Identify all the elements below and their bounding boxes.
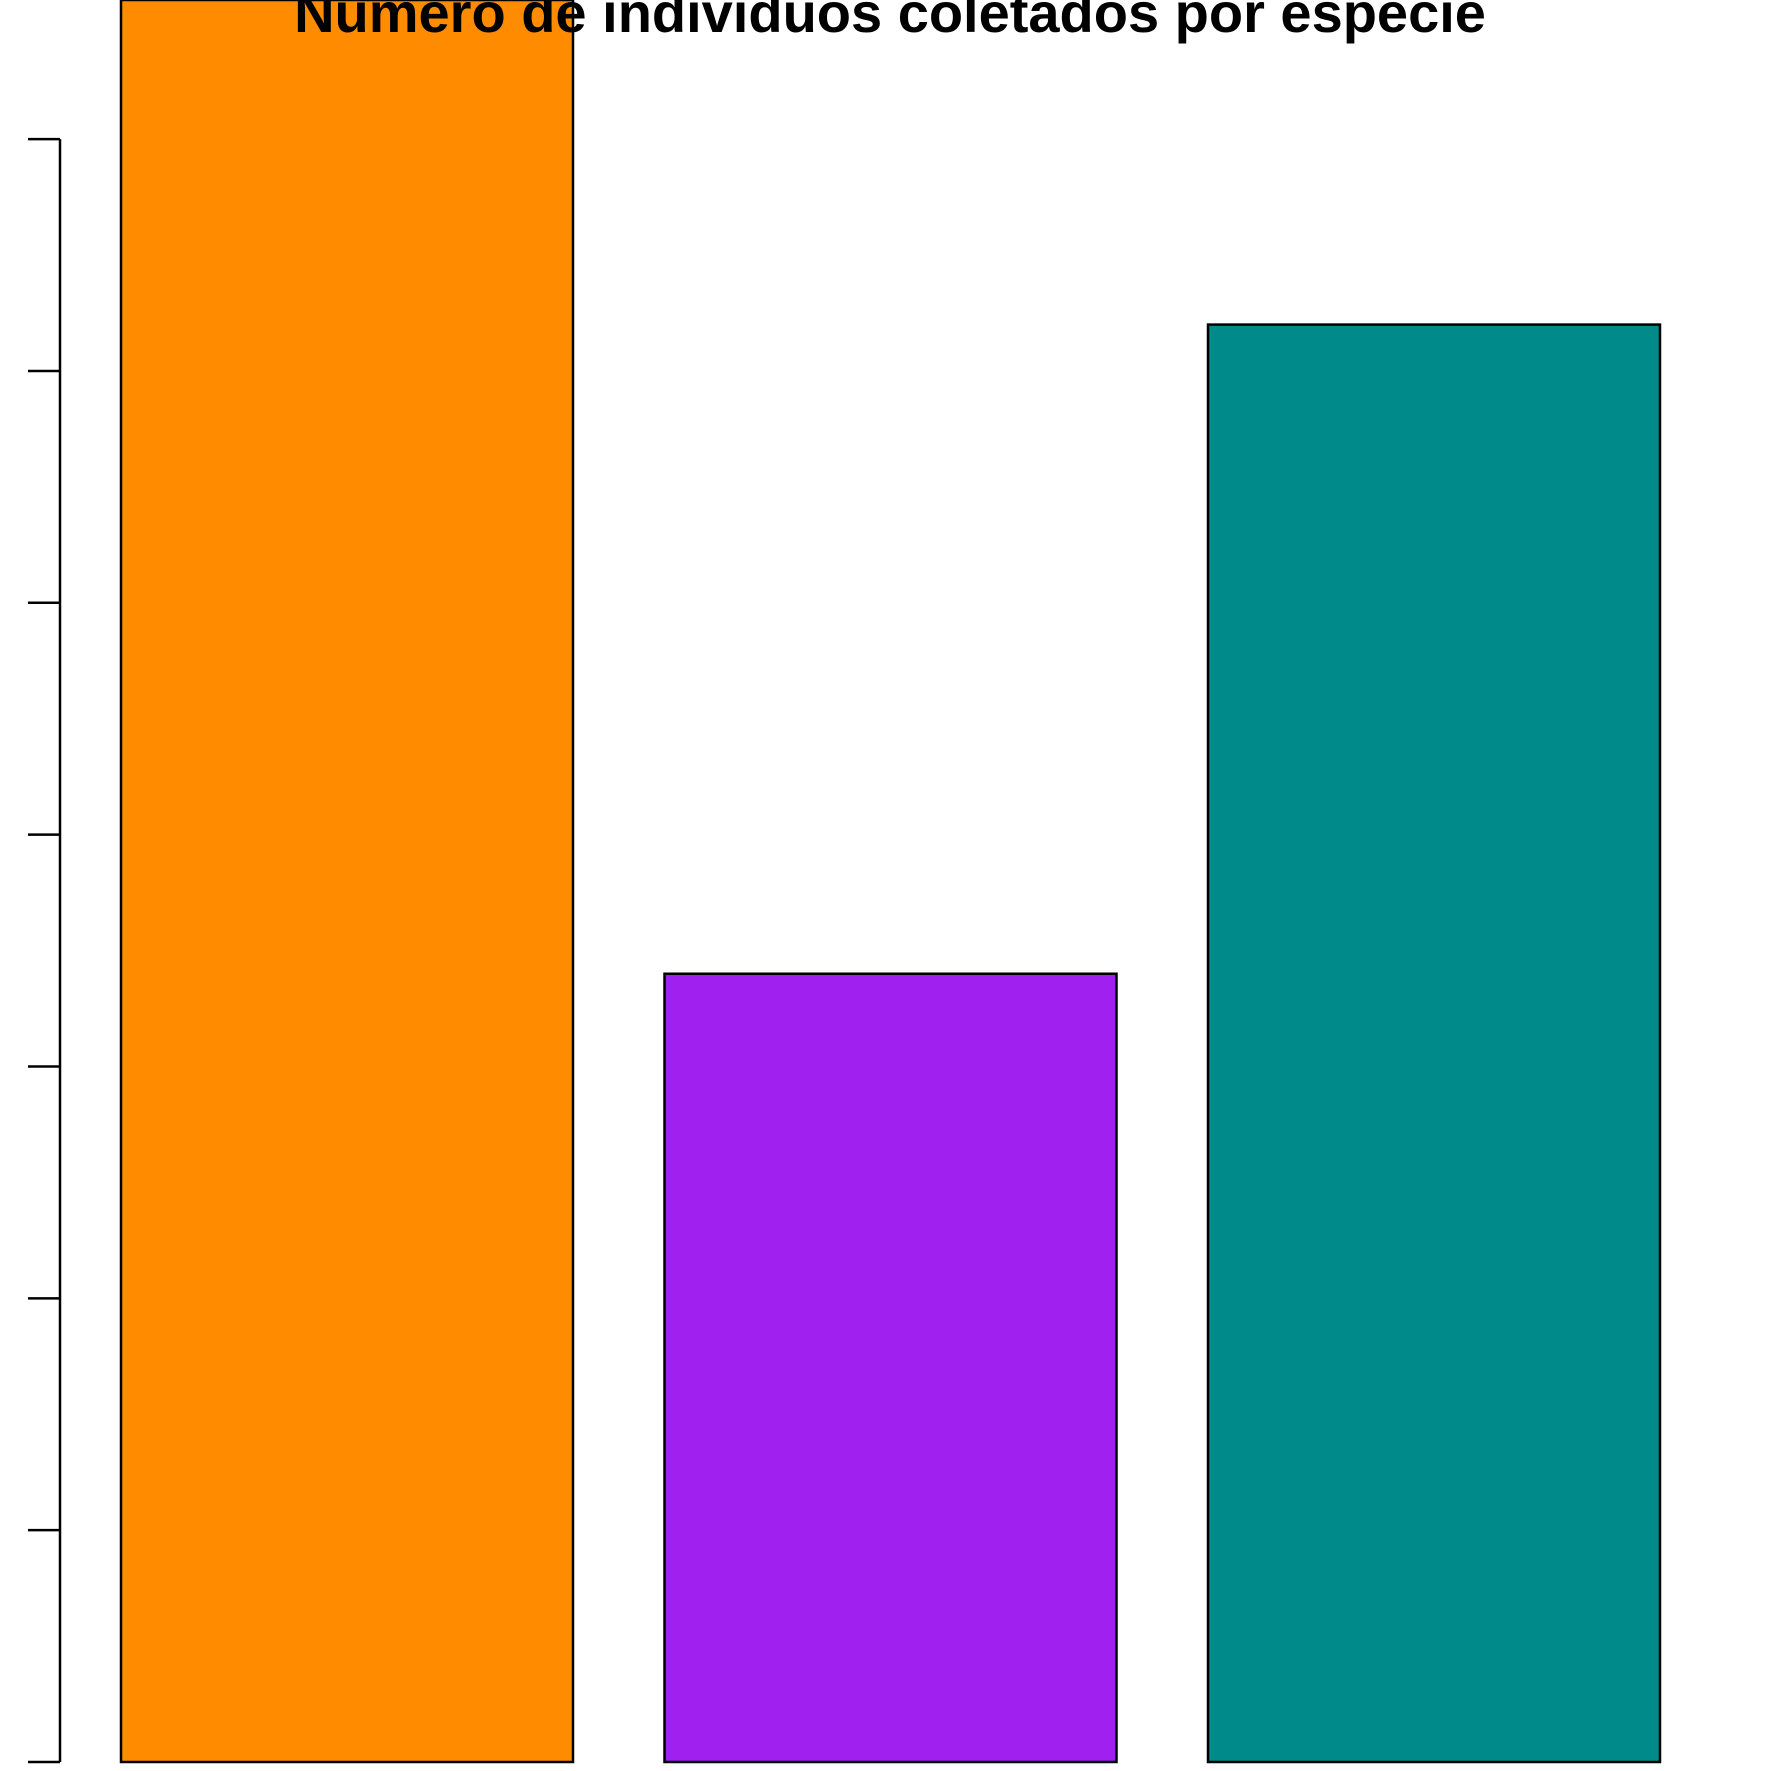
bar [1206, 323, 1662, 1764]
bar [663, 972, 1118, 1764]
bar [119, 0, 575, 1764]
chart-title: Número de indivíduos coletados por espéc… [294, 0, 1486, 44]
